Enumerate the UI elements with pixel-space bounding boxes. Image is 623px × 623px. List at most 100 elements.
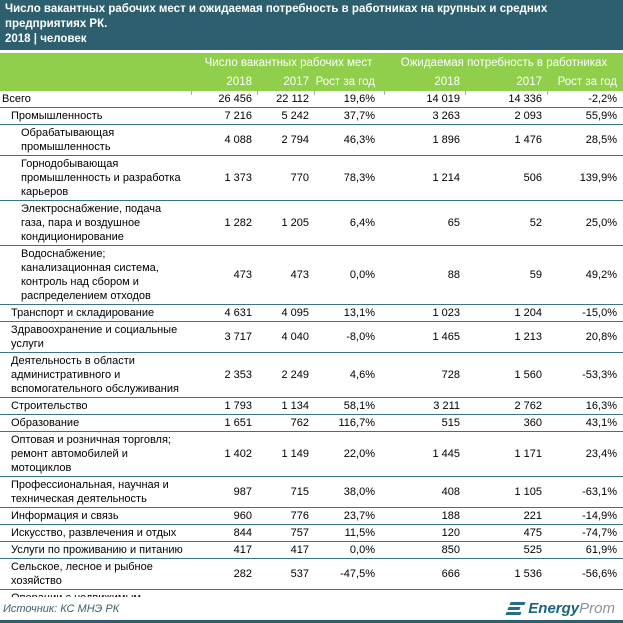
cell: 3 717 — [224, 331, 252, 343]
source-note: Источник: КС МНЭ РК — [3, 602, 120, 615]
column-header-2018-vacancies: 2018 — [226, 75, 252, 88]
row-label: Всего — [2, 93, 31, 105]
cell: 1 134 — [281, 400, 309, 412]
cell: 776 — [290, 510, 309, 522]
cell: 475 — [523, 527, 542, 539]
cell: 987 — [233, 486, 252, 498]
cell: -14,9% — [582, 510, 617, 522]
cell: 1 465 — [432, 331, 460, 343]
cell: 282 — [233, 568, 252, 580]
cell: 43,1% — [585, 417, 617, 429]
column-header-growth-vacancies: Рост за год — [315, 75, 375, 88]
row-label: Водоснабжение; канализационная система, … — [21, 248, 159, 302]
cell: 515 — [441, 417, 460, 429]
row-label: Образование — [11, 417, 80, 429]
cell: 757 — [290, 527, 309, 539]
cell: 0,0% — [349, 544, 375, 556]
table-row: Всего 26 456 22 112 19,6% 14 019 14 336 … — [0, 91, 623, 108]
cell: 1 560 — [514, 369, 542, 381]
row-label: Информация и связь — [11, 510, 119, 522]
cell: 26 456 — [218, 93, 252, 105]
cell: 61,9% — [585, 544, 617, 556]
table-row: Услуги по проживанию и питанию 417 417 0… — [0, 542, 623, 559]
cell: 221 — [523, 510, 542, 522]
cell: 11,5% — [344, 527, 375, 539]
row-label: Строительство — [11, 400, 88, 412]
cell: 139,9% — [579, 172, 617, 184]
cell: 37,7% — [343, 110, 375, 122]
table-row: Электроснабжение, подача газа, пара и во… — [0, 201, 623, 246]
cell: 850 — [441, 544, 460, 556]
cell: -47,5% — [340, 568, 375, 580]
row-label: Деятельность в области административного… — [11, 355, 179, 395]
cell: 52 — [529, 217, 542, 229]
cell: -15,0% — [582, 307, 617, 319]
table-row: Промышленность 7 216 5 242 37,7% 3 263 2… — [0, 108, 623, 125]
cell: 88 — [447, 269, 460, 281]
table-row: Здравоохранение и социальные услуги 3 71… — [0, 322, 623, 353]
table-row: Транспорт и складирование 4 631 4 095 13… — [0, 305, 623, 322]
cell: 473 — [233, 269, 252, 281]
cell: 2 093 — [514, 110, 542, 122]
table-row: Водоснабжение; канализационная система, … — [0, 246, 623, 305]
cell: 46,3% — [343, 134, 375, 146]
cell: 1 205 — [281, 217, 309, 229]
cell: 22,0% — [343, 448, 375, 460]
logo-text-prom: Prom — [579, 600, 615, 617]
cell: 55,9% — [585, 110, 617, 122]
energyprom-logo: EnergyProm — [505, 600, 615, 617]
cell: 3 211 — [433, 400, 460, 412]
cell: 728 — [441, 369, 460, 381]
cell: 116,7% — [338, 417, 376, 429]
cell: 1 213 — [514, 331, 542, 343]
cell: 360 — [523, 417, 542, 429]
cell: 2 353 — [224, 369, 252, 381]
cell: 65 — [447, 217, 460, 229]
cell: 4 095 — [281, 307, 309, 319]
row-label: Операции с недвижимым имуществом — [0, 590, 192, 597]
cell: 23,7% — [343, 510, 375, 522]
cell: 59 — [529, 269, 542, 281]
cell: 4 631 — [224, 307, 252, 319]
cell: 1 536 — [514, 568, 542, 580]
cell: 19,6% — [343, 93, 375, 105]
cell: 38,0% — [343, 486, 375, 498]
energyprom-logo-icon — [505, 601, 526, 616]
cell: 25,0% — [585, 217, 617, 229]
cell: -8,0% — [346, 331, 375, 343]
row-label: Транспорт и складирование — [11, 307, 155, 319]
cell: 120 — [441, 527, 460, 539]
cell: 14 019 — [426, 93, 460, 105]
cell: 0,0% — [349, 269, 375, 281]
title-line1: Число вакантных рабочих мест и ожидаемая… — [5, 3, 548, 30]
bottom-accent-bar — [0, 620, 623, 623]
cell: 14 336 — [508, 93, 542, 105]
table-row: Операции с недвижимым имуществом 203 239… — [0, 590, 623, 597]
cell: 762 — [290, 417, 309, 429]
cell: 1 651 — [224, 417, 252, 429]
row-label: Электроснабжение, подача газа, пара и во… — [21, 203, 162, 243]
cell: 715 — [290, 486, 309, 498]
cell: 20,8% — [585, 331, 617, 343]
cell: 770 — [290, 172, 309, 184]
footer: Источник: КС МНЭ РК EnergyProm — [0, 597, 623, 620]
cell: 3 263 — [432, 110, 460, 122]
column-group-vacancies: Число вакантных рабочих мест — [204, 56, 373, 69]
cell: 2 249 — [281, 369, 309, 381]
table-row: Искусство, развлечения и отдых 844 757 1… — [0, 525, 623, 542]
column-group-row: Число вакантных рабочих мест Ожидаемая п… — [0, 53, 623, 72]
cell: -56,6% — [582, 568, 617, 580]
cell: -2,2% — [588, 93, 617, 105]
cell: -53,3% — [582, 369, 617, 381]
data-table: Всего 26 456 22 112 19,6% 14 019 14 336 … — [0, 91, 623, 597]
cell: 78,3% — [343, 172, 375, 184]
cell: 188 — [441, 510, 460, 522]
table-row: Информация и связь 960 776 23,7% 188 221… — [0, 508, 623, 525]
cell: 23,4% — [585, 448, 617, 460]
cell: 1 445 — [432, 448, 460, 460]
cell: 16,3% — [585, 400, 617, 412]
row-label: Обрабатывающая промышленность — [21, 127, 115, 153]
cell: 2 762 — [514, 400, 542, 412]
year-header-row: 2018 2017 Рост за год 2018 2017 Рост за … — [0, 72, 623, 91]
table-row: Горнодобывающая промышленность и разрабо… — [0, 156, 623, 201]
